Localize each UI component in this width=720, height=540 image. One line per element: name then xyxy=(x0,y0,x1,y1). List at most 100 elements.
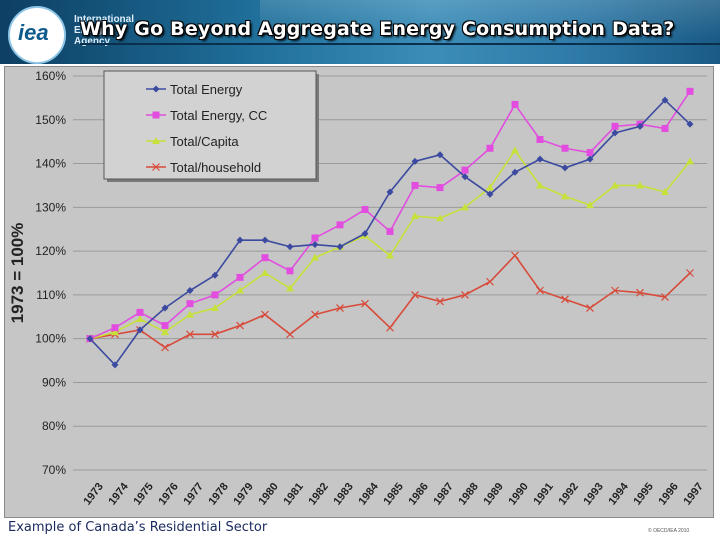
legend-box xyxy=(103,70,317,180)
data-point xyxy=(561,192,569,200)
data-point xyxy=(661,188,669,196)
data-point xyxy=(136,308,144,316)
x-tick-label: 1984 xyxy=(356,480,381,507)
slide-title: Why Go Beyond Aggregate Energy Consumpti… xyxy=(80,18,675,40)
data-point xyxy=(161,328,169,336)
data-point xyxy=(211,271,219,279)
data-point xyxy=(111,328,119,336)
data-point xyxy=(561,144,569,152)
data-point xyxy=(436,297,444,306)
data-point xyxy=(386,188,394,196)
data-point xyxy=(486,277,494,286)
banner-glow xyxy=(260,0,720,64)
data-point xyxy=(436,184,444,192)
y-tick-label: 120% xyxy=(35,244,66,258)
data-point xyxy=(186,330,194,339)
data-point xyxy=(686,87,694,95)
data-point xyxy=(186,287,194,295)
x-tick-label: 1978 xyxy=(206,481,231,508)
data-point xyxy=(536,155,544,163)
x-tick-label: 1995 xyxy=(631,481,656,508)
data-point xyxy=(386,227,394,235)
data-point xyxy=(486,144,494,152)
x-tick-label: 1993 xyxy=(581,481,606,508)
data-point xyxy=(361,206,369,214)
data-point xyxy=(636,122,644,130)
legend-marker xyxy=(152,163,160,171)
data-point xyxy=(686,269,694,277)
data-point xyxy=(411,290,419,299)
line-chart: 70% 80% 90% 100% 110% 120% 130% 140% 150% 160% 197… xyxy=(8,69,707,508)
data-point xyxy=(486,190,494,198)
data-point xyxy=(211,304,219,312)
data-point xyxy=(336,243,344,251)
data-point xyxy=(486,183,494,191)
data-point xyxy=(536,286,544,295)
y-tick-label: 130% xyxy=(35,200,66,214)
logo-text: iea xyxy=(18,20,49,45)
data-point xyxy=(136,326,144,334)
data-point xyxy=(511,251,519,260)
data-point xyxy=(111,361,119,369)
y-tick-label: 160% xyxy=(35,69,66,83)
x-tick-label: 1983 xyxy=(331,481,356,508)
data-point xyxy=(611,122,619,130)
x-tick-label: 1976 xyxy=(156,481,181,508)
data-point xyxy=(161,322,169,330)
data-point xyxy=(236,286,244,294)
data-point xyxy=(561,164,569,172)
data-point xyxy=(436,214,444,222)
data-point xyxy=(411,212,419,220)
legend-label: Total Energy, CC xyxy=(170,108,267,123)
data-point xyxy=(561,295,569,304)
data-point xyxy=(311,310,319,319)
legend-marker xyxy=(152,85,160,93)
y-axis-title: 1973 = 100% xyxy=(8,223,27,324)
data-point xyxy=(361,230,369,238)
x-tick-label: 1985 xyxy=(381,481,406,508)
data-point xyxy=(536,181,544,189)
x-tick-label: 1991 xyxy=(531,481,556,508)
legend-label: Total Energy xyxy=(170,82,243,97)
x-tick-label: 1980 xyxy=(256,481,281,508)
x-tick-label: 1982 xyxy=(306,481,331,508)
data-point xyxy=(536,135,544,143)
x-tick-label: 1990 xyxy=(506,481,531,508)
iea-logo xyxy=(8,6,66,64)
data-point xyxy=(611,181,619,189)
x-tick-label: 1988 xyxy=(456,481,481,508)
data-point xyxy=(286,267,294,275)
data-point xyxy=(461,166,469,174)
y-tick-label: 150% xyxy=(35,113,66,127)
x-tick-label: 1977 xyxy=(181,481,206,508)
x-tick-label: 1997 xyxy=(681,481,706,508)
legend-label: Total/household xyxy=(170,160,261,175)
data-point xyxy=(611,286,619,295)
data-point xyxy=(336,304,344,312)
data-point xyxy=(136,314,144,322)
data-point xyxy=(161,343,169,352)
data-point xyxy=(236,236,244,244)
slide-caption: Example of Canada’s Residential Sector xyxy=(8,520,268,535)
data-point xyxy=(361,299,369,308)
data-point xyxy=(261,236,269,244)
y-tick-label: 90% xyxy=(42,375,66,389)
legend-marker xyxy=(152,137,160,144)
data-point xyxy=(411,181,419,189)
x-tick-label: 1979 xyxy=(231,481,256,508)
data-point xyxy=(261,310,269,319)
data-point xyxy=(511,168,519,176)
data-point xyxy=(386,251,394,259)
data-point xyxy=(586,155,594,163)
data-point xyxy=(586,201,594,209)
data-point xyxy=(236,321,244,330)
legend-marker xyxy=(152,111,160,119)
copyright-notice: © OECD/IEA 2010 xyxy=(648,528,690,534)
data-point xyxy=(236,273,244,281)
title-underline xyxy=(80,43,720,45)
x-tick-label: 1975 xyxy=(131,481,156,508)
data-point xyxy=(311,234,319,242)
x-tick-label: 1992 xyxy=(556,481,581,508)
header-banner: iea International Energy Agency Why Go B… xyxy=(0,0,720,64)
data-point xyxy=(511,100,519,108)
